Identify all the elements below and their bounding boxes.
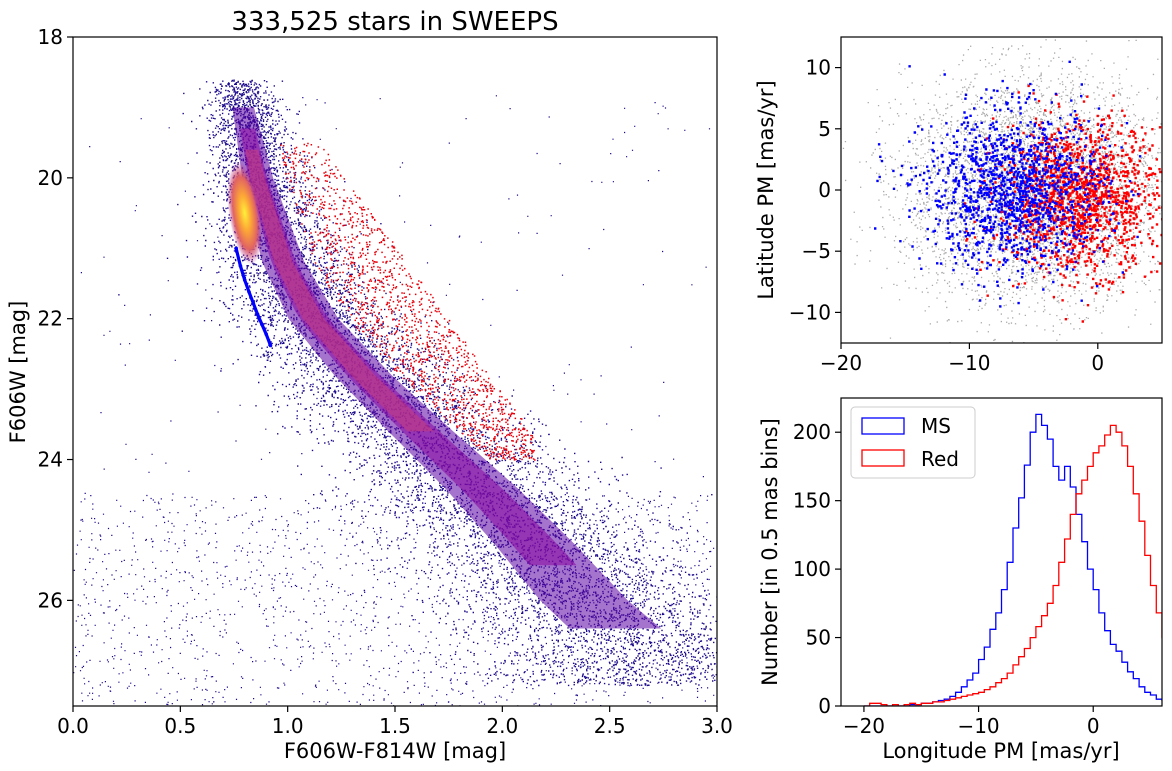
pm-scatter-panel: −20 −10 0 −10 −5 0 5 10 Latitude PM [mas/yr]	[754, 36, 1163, 375]
cmd-ms-point	[260, 322, 264, 327]
cmd-density-band-inner	[245, 149, 435, 432]
cmd-red-stars	[280, 142, 536, 461]
hist-legend: MS Red	[850, 406, 976, 479]
pm-red-stars	[963, 84, 1162, 323]
cmd-ms-point	[268, 343, 273, 348]
hist-plot-area	[863, 413, 1162, 706]
x-tick-label: 0	[1091, 351, 1104, 375]
y-tick-label: 10	[806, 56, 831, 80]
y-tick-label: 150	[793, 489, 831, 513]
y-tick-label: 18	[38, 25, 63, 49]
cmd-ms-points	[234, 246, 273, 348]
x-tick-label: 2.5	[594, 714, 626, 738]
x-tick-label: 1.0	[272, 714, 304, 738]
cmd-density-core	[227, 161, 263, 265]
pm-plot-area	[841, 37, 1162, 343]
legend-red-label: Red	[921, 447, 959, 471]
legend-red-swatch	[861, 449, 905, 467]
cmd-density-bands	[227, 107, 662, 629]
pm-red-points	[963, 84, 1162, 323]
cmd-ms-point	[238, 264, 243, 268]
cmd-x-label: F606W-F814W [mag]	[284, 739, 506, 763]
x-tick-label: 0.5	[164, 714, 196, 738]
pm-x-ticks: −20 −10 0	[820, 343, 1104, 375]
cmd-ms-point	[247, 290, 251, 294]
cmd-ms-point	[242, 278, 247, 282]
hist-ms-step	[863, 413, 1162, 706]
x-tick-label: −20	[843, 714, 885, 738]
y-tick-label: 100	[793, 557, 831, 581]
x-tick-label: −10	[948, 351, 990, 375]
hist-red-step	[863, 424, 1162, 706]
y-tick-label: 26	[38, 588, 63, 612]
y-tick-label: 50	[806, 626, 831, 650]
cmd-all-stars	[73, 79, 717, 706]
pm-y-ticks: −10 −5 0 5 10	[789, 56, 841, 324]
x-tick-label: 0.0	[57, 714, 89, 738]
cmd-title: 333,525 stars in SWEEPS	[231, 7, 558, 37]
cmd-star-points	[73, 79, 717, 706]
cmd-y-ticks: 18 20 22 24 26	[38, 25, 73, 612]
pm-y-label: Latitude PM [mas/yr]	[754, 80, 778, 299]
hist-x-label: Longitude PM [mas/yr]	[882, 739, 1119, 763]
y-tick-label: 0	[818, 178, 831, 202]
hist-x-ticks: −20 −10 0	[843, 706, 1100, 738]
y-tick-label: 0	[818, 694, 831, 718]
pm-ms-points	[874, 60, 1142, 308]
cmd-y-label: F606W [mag]	[6, 301, 30, 444]
x-tick-label: −20	[820, 351, 862, 375]
hist-axes-frame	[840, 397, 1163, 707]
legend-ms-swatch	[861, 417, 905, 435]
y-tick-label: −10	[789, 300, 831, 324]
cmd-red-points	[280, 142, 536, 461]
pm-ms-stars	[874, 60, 1142, 308]
x-tick-label: 3.0	[701, 714, 733, 738]
legend-box	[850, 406, 976, 479]
cmd-panel: 0.0 0.5 1.0 1.5 2.0 2.5 3.0 18 20 22 24 26 333,525…	[6, 7, 733, 763]
y-tick-label: 24	[38, 448, 63, 472]
y-tick-label: −5	[802, 239, 831, 263]
y-tick-label: 22	[38, 307, 63, 331]
cmd-ms-point	[251, 301, 256, 305]
histogram-panel: −20 −10 0 0 50 100 150 200 Longitude PM [mas/y…	[758, 397, 1163, 763]
cmd-ms-point	[255, 312, 260, 317]
cmd-ms-point	[264, 332, 269, 336]
y-tick-label: 200	[793, 420, 831, 444]
hist-y-ticks: 0 50 100 150 200	[793, 420, 841, 718]
legend-ms-label: MS	[921, 414, 951, 438]
x-tick-label: 0	[1087, 714, 1100, 738]
x-tick-label: 2.0	[486, 714, 518, 738]
cmd-x-ticks: 0.0 0.5 1.0 1.5 2.0 2.5 3.0	[57, 706, 733, 738]
y-tick-label: 5	[818, 117, 831, 141]
cmd-ms-point	[234, 246, 238, 251]
cmd-density-band-outer	[232, 107, 662, 629]
cmd-plot-area	[73, 79, 717, 706]
x-tick-label: −10	[957, 714, 999, 738]
x-tick-label: 1.5	[379, 714, 411, 738]
y-tick-label: 20	[38, 166, 63, 190]
hist-y-label: Number [in 0.5 mas bins]	[758, 418, 782, 686]
